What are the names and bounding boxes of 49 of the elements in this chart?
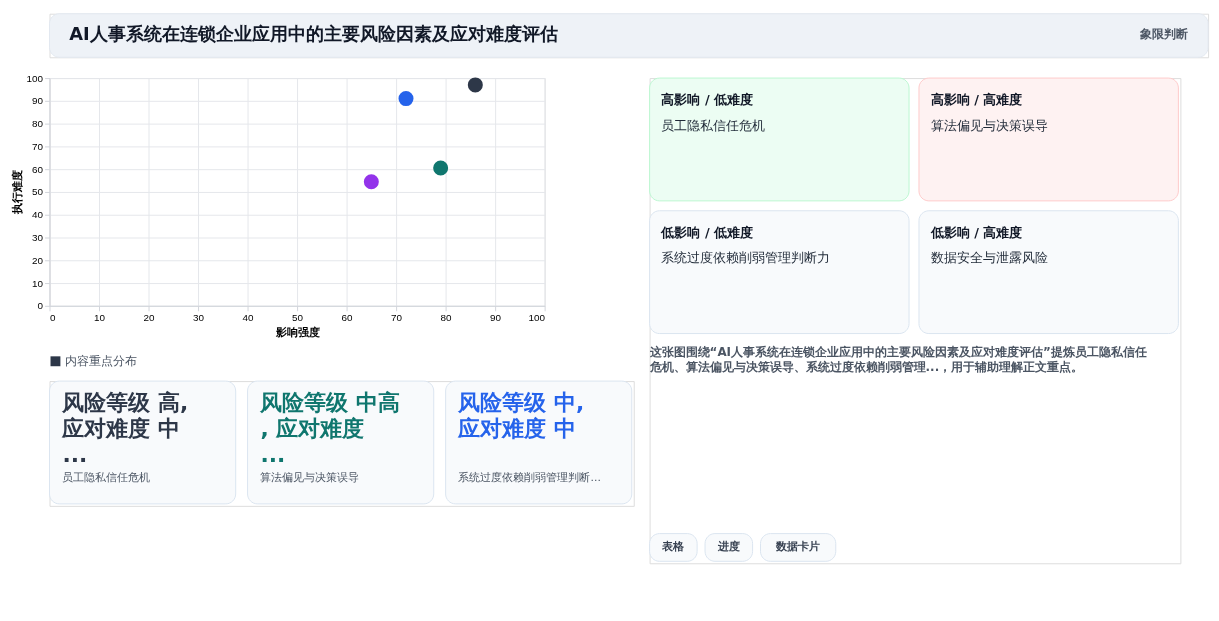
text: 数据安全与泄露风险 <box>930 250 1048 266</box>
x-tick-label: 30 <box>193 312 205 324</box>
text: 低影响 / 高难度 <box>929 224 1023 240</box>
text: 算法偏见与决策误导 <box>260 471 360 485</box>
text: 高影响 / 高难度 <box>930 91 1023 107</box>
y-tick-label: 50 <box>32 186 44 198</box>
legend-label: 内容重点分布 <box>65 354 138 369</box>
x-tick-label: 100 <box>528 312 546 324</box>
text: 数据卡片 <box>775 540 821 554</box>
y-tick-label: 40 <box>32 209 44 221</box>
y-tick-label: 0 <box>37 300 44 312</box>
text: 员工隐私信任危机 <box>661 117 766 133</box>
y-tick-label: 70 <box>32 140 44 152</box>
y-tick-label: 90 <box>32 95 44 107</box>
text: 员工隐私信任危机 <box>62 471 151 485</box>
x-tick-label: 70 <box>391 312 403 324</box>
x-tick-label: 90 <box>490 312 502 324</box>
y-tick-label: 30 <box>32 231 44 243</box>
text: 算法偏见与决策误导 <box>930 117 1048 133</box>
x-tick-label: 40 <box>242 312 255 324</box>
x-axis-title: 影响强度 <box>274 326 320 339</box>
text: 进度 <box>716 540 740 554</box>
text: 系统过度依赖削弱管理判断力 <box>661 250 831 266</box>
x-tick-label: 50 <box>292 312 304 324</box>
y-tick-label: 100 <box>26 72 44 84</box>
text: 这张图围绕“AI人事系统在连锁企业应用中的主要风险因素及应对难度评估”提炼员工隐私信任危机、算法偏见与决策误导、系统过度依赖削弱管理...，用于辅助理解正文重点。 <box>648 345 1147 374</box>
text: 表格 <box>661 540 686 554</box>
text: 象限判断 <box>1139 27 1189 42</box>
text: 风险等级 中, 应对难度 中 <box>457 389 585 441</box>
text: 风险等级 高, 应对难度 中... <box>61 389 189 468</box>
x-tick-label: 10 <box>94 312 106 324</box>
x-tick-label: 60 <box>341 312 354 324</box>
text: 系统过度依赖削弱管理判断... <box>458 471 601 485</box>
text: AI人事系统在连锁企业应用中的主要风险因素及应对难度评估 <box>69 23 558 45</box>
y-axis-title: 执行难度 <box>10 170 23 216</box>
y-tick-label: 10 <box>32 277 44 289</box>
x-tick-label: 80 <box>440 312 453 324</box>
x-tick-label: 20 <box>143 312 156 324</box>
point <box>363 174 379 190</box>
point <box>398 91 414 107</box>
x-tick-label: 0 <box>50 312 57 324</box>
y-tick-label: 20 <box>32 254 44 266</box>
y-tick-label: 80 <box>32 118 44 130</box>
text: 高影响 / 低难度 <box>661 91 754 107</box>
point <box>467 77 483 93</box>
text: 风险等级 中高, 应对难度 ... <box>259 389 401 468</box>
text: 低影响 / 低难度 <box>660 224 754 240</box>
point <box>433 160 449 176</box>
y-tick-label: 60 <box>32 163 44 175</box>
